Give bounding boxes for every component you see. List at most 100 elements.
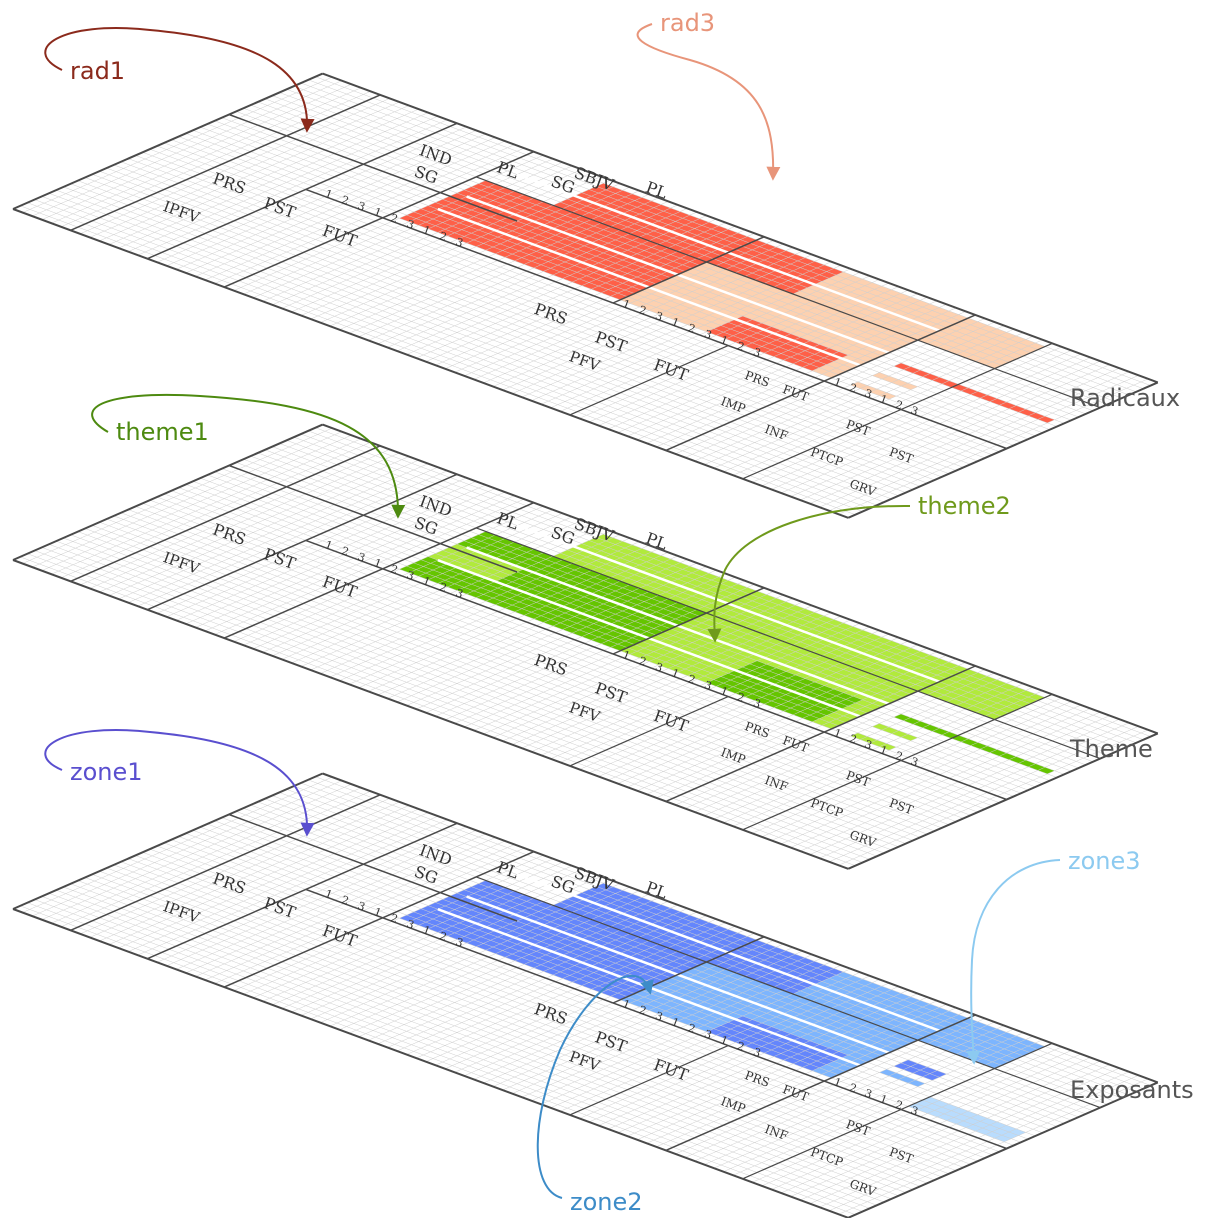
grid-line <box>752 1046 1062 1183</box>
grid-line <box>425 225 736 362</box>
grid-line <box>156 845 993 1156</box>
grid-line <box>819 722 1130 859</box>
grid-line <box>512 257 822 394</box>
grid-line <box>416 573 726 710</box>
person-label: 3 <box>405 917 416 932</box>
layer-title-theme: Theme <box>1069 735 1153 763</box>
grid-line <box>291 176 602 313</box>
grid-line <box>732 1039 1043 1176</box>
grid-line <box>51 87 362 224</box>
person-label: 3 <box>356 199 367 214</box>
grid-line <box>828 375 1139 512</box>
grid-line <box>243 107 1079 418</box>
grid-line <box>646 307 957 444</box>
border-line <box>12 208 849 519</box>
grid-line <box>646 658 957 795</box>
grid-line <box>135 855 971 1165</box>
grid-line <box>32 431 342 568</box>
grid-line <box>723 336 1034 472</box>
grid-line <box>262 865 573 1002</box>
grid-line <box>310 534 621 671</box>
grid-line <box>675 669 986 806</box>
grid-line <box>149 148 986 459</box>
grid-line <box>300 530 611 667</box>
grid-line <box>752 346 1062 483</box>
cell-fill-zone2 <box>793 972 1045 1069</box>
divider-line <box>569 345 729 416</box>
divider-line <box>147 822 458 960</box>
grid-line <box>308 430 1144 740</box>
grid-line <box>185 488 496 625</box>
grid-line <box>166 481 477 618</box>
grid-line <box>435 229 746 366</box>
grid-line <box>300 879 611 1016</box>
grid-line <box>243 458 1079 769</box>
grid-line <box>48 193 885 503</box>
grid-line <box>262 516 573 653</box>
grid-line <box>694 676 1005 813</box>
grid-line <box>128 815 438 952</box>
person-label: 2 <box>686 672 697 687</box>
grid-line <box>293 785 1130 1096</box>
grid-line <box>387 911 698 1048</box>
person-label: 1 <box>832 1075 843 1090</box>
grid-line <box>315 776 1151 1086</box>
grid-line <box>819 1071 1130 1208</box>
grid-line <box>473 243 784 380</box>
grid-line <box>63 537 899 848</box>
grid-line <box>512 957 822 1094</box>
grid-line <box>92 874 928 1184</box>
person-label: 3 <box>909 755 920 770</box>
grid-line <box>310 883 621 1020</box>
grid-line <box>598 289 909 426</box>
grid-line <box>176 484 486 621</box>
grid-line <box>790 360 1101 497</box>
person-label: 3 <box>356 550 367 565</box>
grid-line <box>178 836 1014 1146</box>
grid-line <box>108 808 419 945</box>
person-label: 3 <box>909 1104 920 1119</box>
person-label: 3 <box>863 387 874 402</box>
grid-line <box>89 452 400 589</box>
grid-line <box>118 812 429 949</box>
person-label: 2 <box>637 1003 648 1018</box>
person-label: 3 <box>863 1087 874 1102</box>
grid-line <box>293 436 1130 747</box>
grid-line <box>135 155 971 465</box>
grid-line <box>243 858 554 995</box>
person-label: 3 <box>863 738 874 753</box>
divider-line <box>147 122 458 260</box>
grid-line <box>694 325 1005 462</box>
grid-line <box>128 158 964 468</box>
person-label: 2 <box>735 690 746 705</box>
divider-line <box>223 502 535 639</box>
grid-line <box>761 701 1072 838</box>
person-label: 1 <box>621 648 632 663</box>
divider-line <box>475 876 1101 1109</box>
grid-line <box>156 477 467 614</box>
grid-line <box>828 1075 1139 1212</box>
person-label: 1 <box>372 205 383 220</box>
layer-background <box>13 73 1158 518</box>
grid-line <box>684 321 995 458</box>
divider-line <box>228 813 518 922</box>
grid-line <box>34 199 870 509</box>
grid-line <box>713 683 1024 820</box>
grid-line <box>221 117 1058 427</box>
person-label: 3 <box>454 235 465 250</box>
grid-line <box>195 840 506 977</box>
divider-line <box>223 851 535 988</box>
grid-line <box>32 780 342 917</box>
grid-line <box>416 222 726 359</box>
grid-line <box>118 112 429 249</box>
grid-line <box>387 562 698 699</box>
grid-line <box>60 442 371 579</box>
person-label: 2 <box>686 1021 697 1036</box>
grid-line <box>185 484 1022 794</box>
grid-line <box>608 293 918 430</box>
grid-line <box>368 555 678 692</box>
person-label: 3 <box>751 346 762 361</box>
grid-line <box>281 872 592 1009</box>
person-label: 3 <box>909 404 920 419</box>
grid-line <box>106 867 942 1178</box>
